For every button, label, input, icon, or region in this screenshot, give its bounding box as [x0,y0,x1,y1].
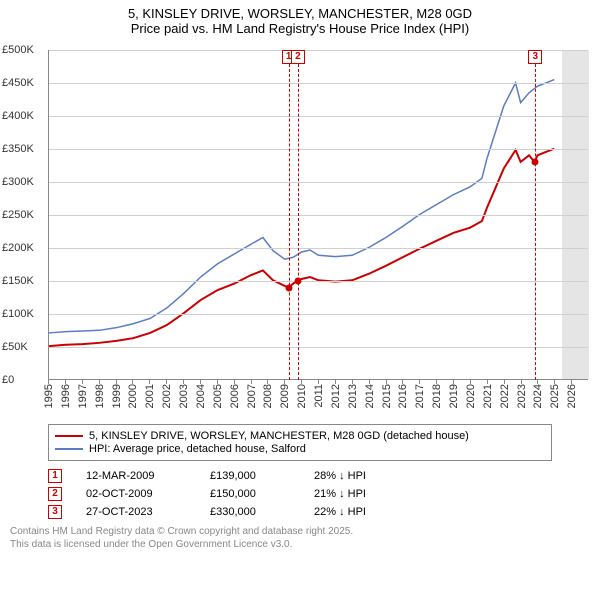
y-gridline [49,314,588,315]
sale-price: £330,000 [210,506,290,518]
attribution-line-2: This data is licensed under the Open Gov… [10,538,590,551]
legend: 5, KINSLEY DRIVE, WORSLEY, MANCHESTER, M… [48,424,552,461]
sale-marker-line [535,64,536,380]
x-axis-label: 1995 [43,384,55,408]
legend-swatch [55,448,83,450]
y-axis-label: £150K [2,275,34,287]
x-axis-label: 2025 [549,384,561,408]
sale-point [285,285,292,292]
sale-hpi: 22% ↓ HPI [314,506,414,518]
y-axis-label: £50K [2,341,28,353]
x-axis-label: 2013 [347,384,359,408]
sale-marker-box: 2 [291,50,305,64]
y-gridline [49,215,588,216]
y-gridline [49,281,588,282]
y-axis-label: £350K [2,143,34,155]
x-axis-label: 2023 [516,384,528,408]
x-axis-label: 2024 [532,384,544,408]
y-axis-label: £450K [2,77,34,89]
y-axis-label: £250K [2,209,34,221]
x-axis-label: 1996 [60,384,72,408]
title-block: 5, KINSLEY DRIVE, WORSLEY, MANCHESTER, M… [0,0,600,40]
sale-row: 3 27-OCT-2023 £330,000 22% ↓ HPI [48,505,552,519]
x-axis-label: 2020 [465,384,477,408]
sale-date: 27-OCT-2023 [86,506,186,518]
x-axis-label: 2017 [414,384,426,408]
plot-region: 123 [48,50,588,380]
series-hpi [49,80,554,333]
y-gridline [49,83,588,84]
x-axis-label: 2004 [195,384,207,408]
x-axis-label: 2008 [262,384,274,408]
sale-row: 2 02-OCT-2009 £150,000 21% ↓ HPI [48,487,552,501]
x-axis-label: 2018 [431,384,443,408]
y-gridline [49,50,588,51]
sale-point [532,159,539,166]
y-axis-label: £300K [2,176,34,188]
x-axis-label: 2022 [499,384,511,408]
sale-marker-line [298,64,299,380]
sale-date: 02-OCT-2009 [86,488,186,500]
chart-container: 5, KINSLEY DRIVE, WORSLEY, MANCHESTER, M… [0,0,600,590]
x-axis-label: 2002 [161,384,173,408]
x-axis-label: 2011 [313,384,325,408]
x-axis-label: 2019 [448,384,460,408]
legend-label: 5, KINSLEY DRIVE, WORSLEY, MANCHESTER, M… [89,430,469,442]
legend-item: 5, KINSLEY DRIVE, WORSLEY, MANCHESTER, M… [55,430,545,442]
x-axis-label: 2000 [127,384,139,408]
sale-point [294,278,301,285]
y-gridline [49,347,588,348]
sale-row-marker: 2 [48,487,62,501]
x-axis-label: 2009 [279,384,291,408]
y-gridline [49,116,588,117]
y-axis-label: £500K [2,44,34,56]
x-axis-label: 2012 [330,384,342,408]
sale-date: 12-MAR-2009 [86,470,186,482]
chart-area: 123 £0£50K£100K£150K£200K£250K£300K£350K… [0,40,600,420]
x-axis-label: 2010 [296,384,308,408]
x-axis-label: 2003 [178,384,190,408]
x-axis-label: 2007 [246,384,258,408]
y-axis-label: £400K [2,110,34,122]
sale-price: £150,000 [210,488,290,500]
sale-marker-box: 3 [528,50,542,64]
sale-hpi: 21% ↓ HPI [314,488,414,500]
x-axis-label: 2016 [397,384,409,408]
y-gridline [49,149,588,150]
y-gridline [49,248,588,249]
x-axis-label: 1999 [111,384,123,408]
sale-marker-line [289,64,290,380]
sale-row-marker: 3 [48,505,62,519]
sale-hpi: 28% ↓ HPI [314,470,414,482]
x-axis-label: 2015 [381,384,393,408]
x-axis-label: 1997 [77,384,89,408]
sales-table: 1 12-MAR-2009 £139,000 28% ↓ HPI 2 02-OCT-200… [48,469,552,519]
title-line-1: 5, KINSLEY DRIVE, WORSLEY, MANCHESTER, M… [0,6,600,21]
x-axis-label: 1998 [94,384,106,408]
x-axis-label: 2014 [364,384,376,408]
legend-swatch [55,435,83,437]
attribution-line-1: Contains HM Land Registry data © Crown c… [10,525,590,538]
y-axis-label: £100K [2,308,34,320]
y-gridline [49,182,588,183]
x-axis-label: 2026 [566,384,578,408]
x-axis-label: 2006 [229,384,241,408]
x-axis-label: 2021 [482,384,494,408]
legend-item: HPI: Average price, detached house, Salf… [55,443,545,455]
legend-label: HPI: Average price, detached house, Salf… [89,443,306,455]
x-axis-label: 2005 [212,384,224,408]
sale-row-marker: 1 [48,469,62,483]
y-axis-label: £0 [2,374,14,386]
sale-price: £139,000 [210,470,290,482]
sale-row: 1 12-MAR-2009 £139,000 28% ↓ HPI [48,469,552,483]
title-line-2: Price paid vs. HM Land Registry's House … [0,21,600,36]
attribution: Contains HM Land Registry data © Crown c… [10,525,590,551]
y-axis-label: £200K [2,242,34,254]
x-axis-label: 2001 [144,384,156,408]
